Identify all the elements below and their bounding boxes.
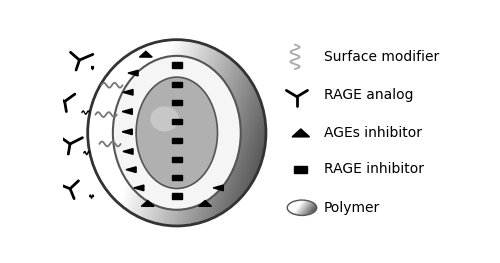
Ellipse shape [150, 106, 179, 132]
Polygon shape [126, 167, 136, 173]
Polygon shape [213, 185, 224, 191]
Bar [172, 175, 182, 180]
Text: Surface modifier: Surface modifier [324, 50, 440, 64]
Polygon shape [122, 129, 132, 135]
Ellipse shape [113, 56, 241, 210]
Polygon shape [198, 200, 211, 206]
Polygon shape [134, 185, 144, 191]
Text: RAGE analog: RAGE analog [324, 88, 414, 102]
Bar [172, 193, 182, 199]
Polygon shape [140, 51, 152, 57]
Polygon shape [142, 200, 154, 206]
Polygon shape [123, 89, 133, 95]
Bar [172, 138, 182, 143]
Text: RAGE inhibitor: RAGE inhibitor [324, 162, 424, 176]
Polygon shape [123, 149, 133, 154]
Bar [294, 166, 308, 173]
Text: Polymer: Polymer [324, 201, 380, 215]
Polygon shape [292, 129, 310, 137]
Bar [172, 100, 182, 105]
Ellipse shape [136, 77, 218, 189]
Polygon shape [122, 109, 132, 114]
Bar [172, 156, 182, 162]
Text: AGEs inhibitor: AGEs inhibitor [324, 126, 422, 140]
Bar [172, 62, 182, 68]
Bar [172, 119, 182, 124]
Polygon shape [128, 70, 138, 76]
Bar [172, 82, 182, 87]
